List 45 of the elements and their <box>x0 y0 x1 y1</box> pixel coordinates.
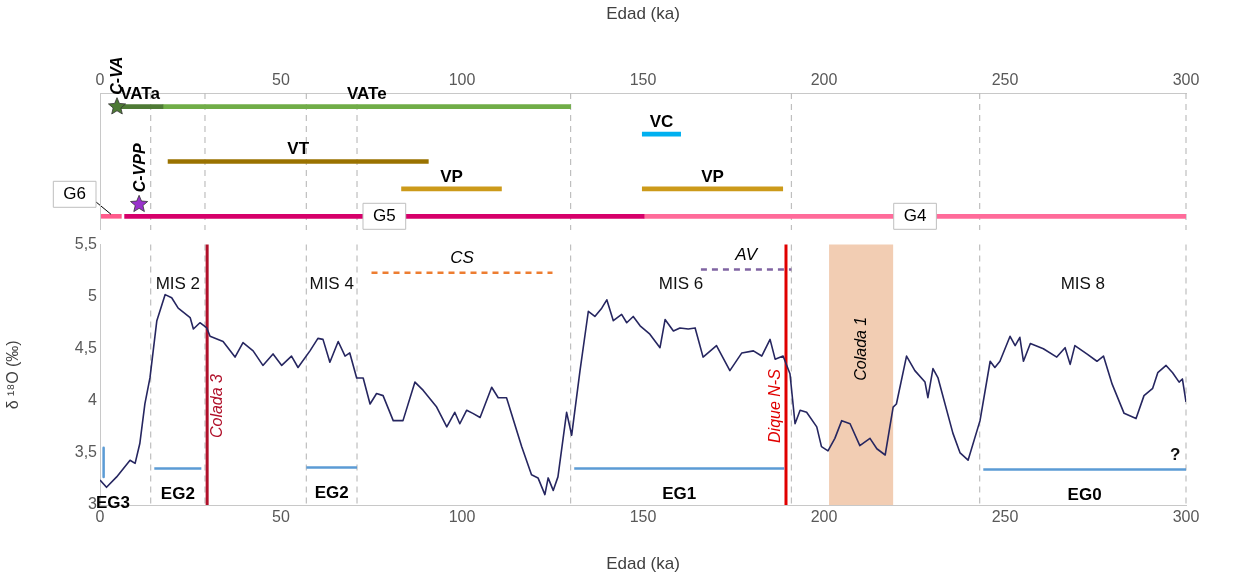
x-tick-label: 50 <box>272 508 290 526</box>
series-label: VP <box>440 166 463 186</box>
series-label: G5 <box>373 205 396 225</box>
series-label: VP <box>701 166 724 186</box>
x-tick-label: 200 <box>810 508 838 526</box>
series-label: EG0 <box>1067 485 1102 505</box>
series-label: VC <box>649 111 674 131</box>
series-label: G4 <box>903 205 927 225</box>
annotation: ? <box>1170 445 1181 465</box>
x-axis-title: Edad (ka) <box>606 554 680 574</box>
x-tick-label: 250 <box>991 508 1019 526</box>
series-label: G6 <box>63 183 86 203</box>
series-label: EG1 <box>662 484 697 504</box>
y-tick-label: 4 <box>88 391 98 409</box>
x-tick-label: 100 <box>448 508 476 526</box>
series-label: EG2 <box>314 483 349 503</box>
series-label: EG2 <box>160 484 195 504</box>
x-tick-label: 300 <box>1172 70 1200 88</box>
annotation: MIS 2 <box>155 274 201 294</box>
x-tick-label: 200 <box>810 70 838 88</box>
y-tick-label: 3,5 <box>74 443 98 461</box>
ref-line-label: Colada 3 <box>207 373 225 439</box>
x-tick-label: 150 <box>629 70 657 88</box>
y-axis-title: δ ¹⁸O (‰) <box>4 340 22 410</box>
series-label: AV <box>734 245 759 265</box>
series-label: VT <box>287 139 310 159</box>
annotation: MIS 4 <box>309 274 354 294</box>
ref-line-label: Dique N-S <box>766 368 784 443</box>
x-axis-title: Edad (ka) <box>606 3 680 23</box>
annotation: MIS 6 <box>658 274 704 294</box>
y-tick-label: 4,5 <box>74 339 98 357</box>
x-tick-label: 50 <box>272 70 290 88</box>
series-label: VATe <box>346 84 387 104</box>
x-tick-label: 150 <box>629 508 657 526</box>
x-tick-label: 250 <box>991 70 1019 88</box>
x-tick-label: 0 <box>95 508 105 526</box>
text: C-VPP <box>130 143 148 193</box>
series-label: CS <box>450 248 475 268</box>
y-tick-label: 5,5 <box>74 235 98 253</box>
x-tick-label: 300 <box>1172 508 1200 526</box>
x-tick-label: 0 <box>95 70 105 88</box>
band-label: Colada 1 <box>851 316 869 381</box>
y-tick-label: 5 <box>88 287 98 305</box>
x-tick-label: 100 <box>448 70 476 88</box>
annotation: MIS 8 <box>1060 274 1106 294</box>
